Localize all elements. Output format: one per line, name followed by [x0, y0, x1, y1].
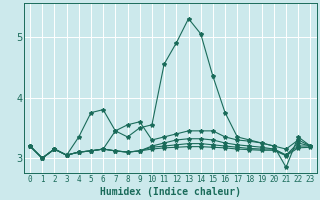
- X-axis label: Humidex (Indice chaleur): Humidex (Indice chaleur): [100, 186, 241, 197]
